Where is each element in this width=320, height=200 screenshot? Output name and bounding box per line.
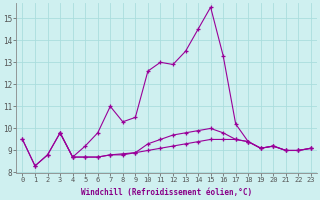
- X-axis label: Windchill (Refroidissement éolien,°C): Windchill (Refroidissement éolien,°C): [81, 188, 252, 197]
